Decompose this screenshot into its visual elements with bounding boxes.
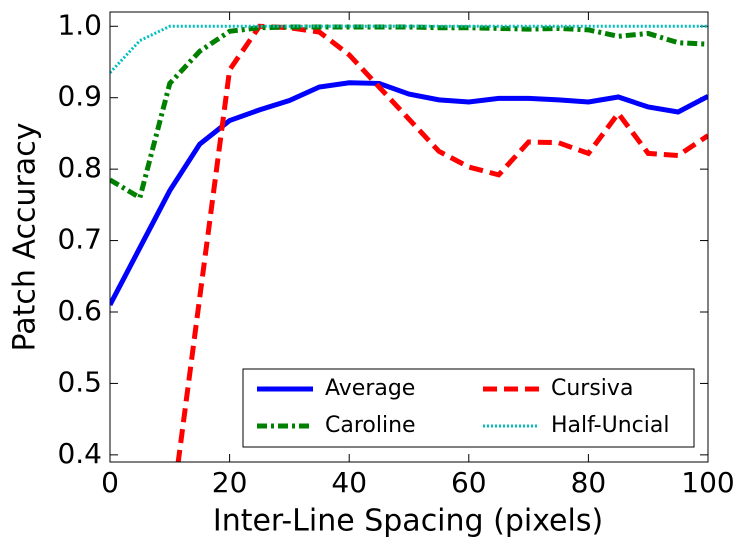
plot-frame	[109, 11, 709, 463]
x-tick-label: 0	[101, 466, 119, 499]
y-tick-label: 0.6	[57, 294, 102, 327]
x-tick-label: 100	[681, 466, 734, 499]
x-tick-label: 40	[331, 466, 367, 499]
legend-label: Half-Uncial	[551, 413, 669, 438]
y-tick-label: 0.7	[57, 223, 102, 256]
x-tick-label: 60	[451, 466, 487, 499]
y-axis-label: Patch Accuracy	[8, 123, 43, 352]
series-line	[110, 80, 708, 307]
x-tick-label: 20	[212, 466, 248, 499]
y-tick-label: 0.5	[57, 365, 102, 398]
y-tick-label: 1.0	[57, 8, 102, 41]
series-line	[175, 23, 708, 462]
legend-box	[242, 368, 695, 448]
plot-lines	[110, 23, 708, 462]
x-tick-label: 80	[571, 466, 607, 499]
legend-label: Cursiva	[551, 376, 633, 401]
legend: Average Cursiva Caroline Half-Uncial	[242, 368, 695, 448]
series-line	[110, 24, 708, 202]
y-tick-label: 0.9	[57, 80, 102, 113]
y-tick-label: 0.4	[57, 437, 102, 470]
legend-label: Average	[325, 376, 415, 401]
legend-label: Caroline	[325, 413, 416, 438]
x-axis-label: Inter-Line Spacing (pixels)	[213, 504, 603, 539]
y-tick-label: 0.8	[57, 151, 102, 184]
series-line	[110, 24, 708, 74]
